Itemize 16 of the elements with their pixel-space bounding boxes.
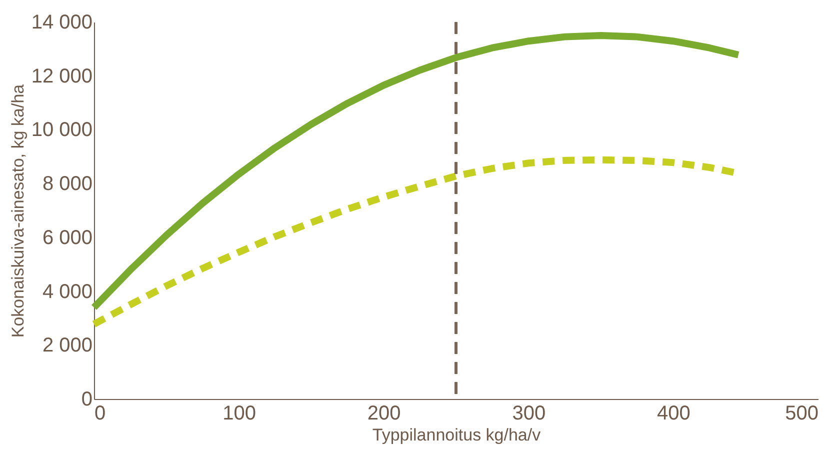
x-tick-label: 500 [785,402,818,424]
y-tick-label: 14 000 [31,12,92,34]
y-axis-title: Kokonaiskuiva-ainesato, kg ka/ha [8,84,28,338]
x-tick-label: 0 [94,402,106,424]
x-axis-title: Typpilannoitus kg/ha/v [372,426,542,444]
y-tick-label: 10 000 [31,119,92,142]
x-tick-label: 100 [222,402,256,424]
x-tick-label: 400 [657,402,690,424]
x-tick-label: 200 [367,402,401,424]
y-tick-label: 12 000 [31,65,92,88]
y-tick-label: 8 000 [42,173,92,196]
x-tick-label: 300 [512,402,546,424]
y-tick-label: 6 000 [42,226,92,249]
y-tick-label: 0 [81,388,92,410]
y-tick-label: 4 000 [42,280,92,303]
y-tick-label: 2 000 [42,334,92,357]
